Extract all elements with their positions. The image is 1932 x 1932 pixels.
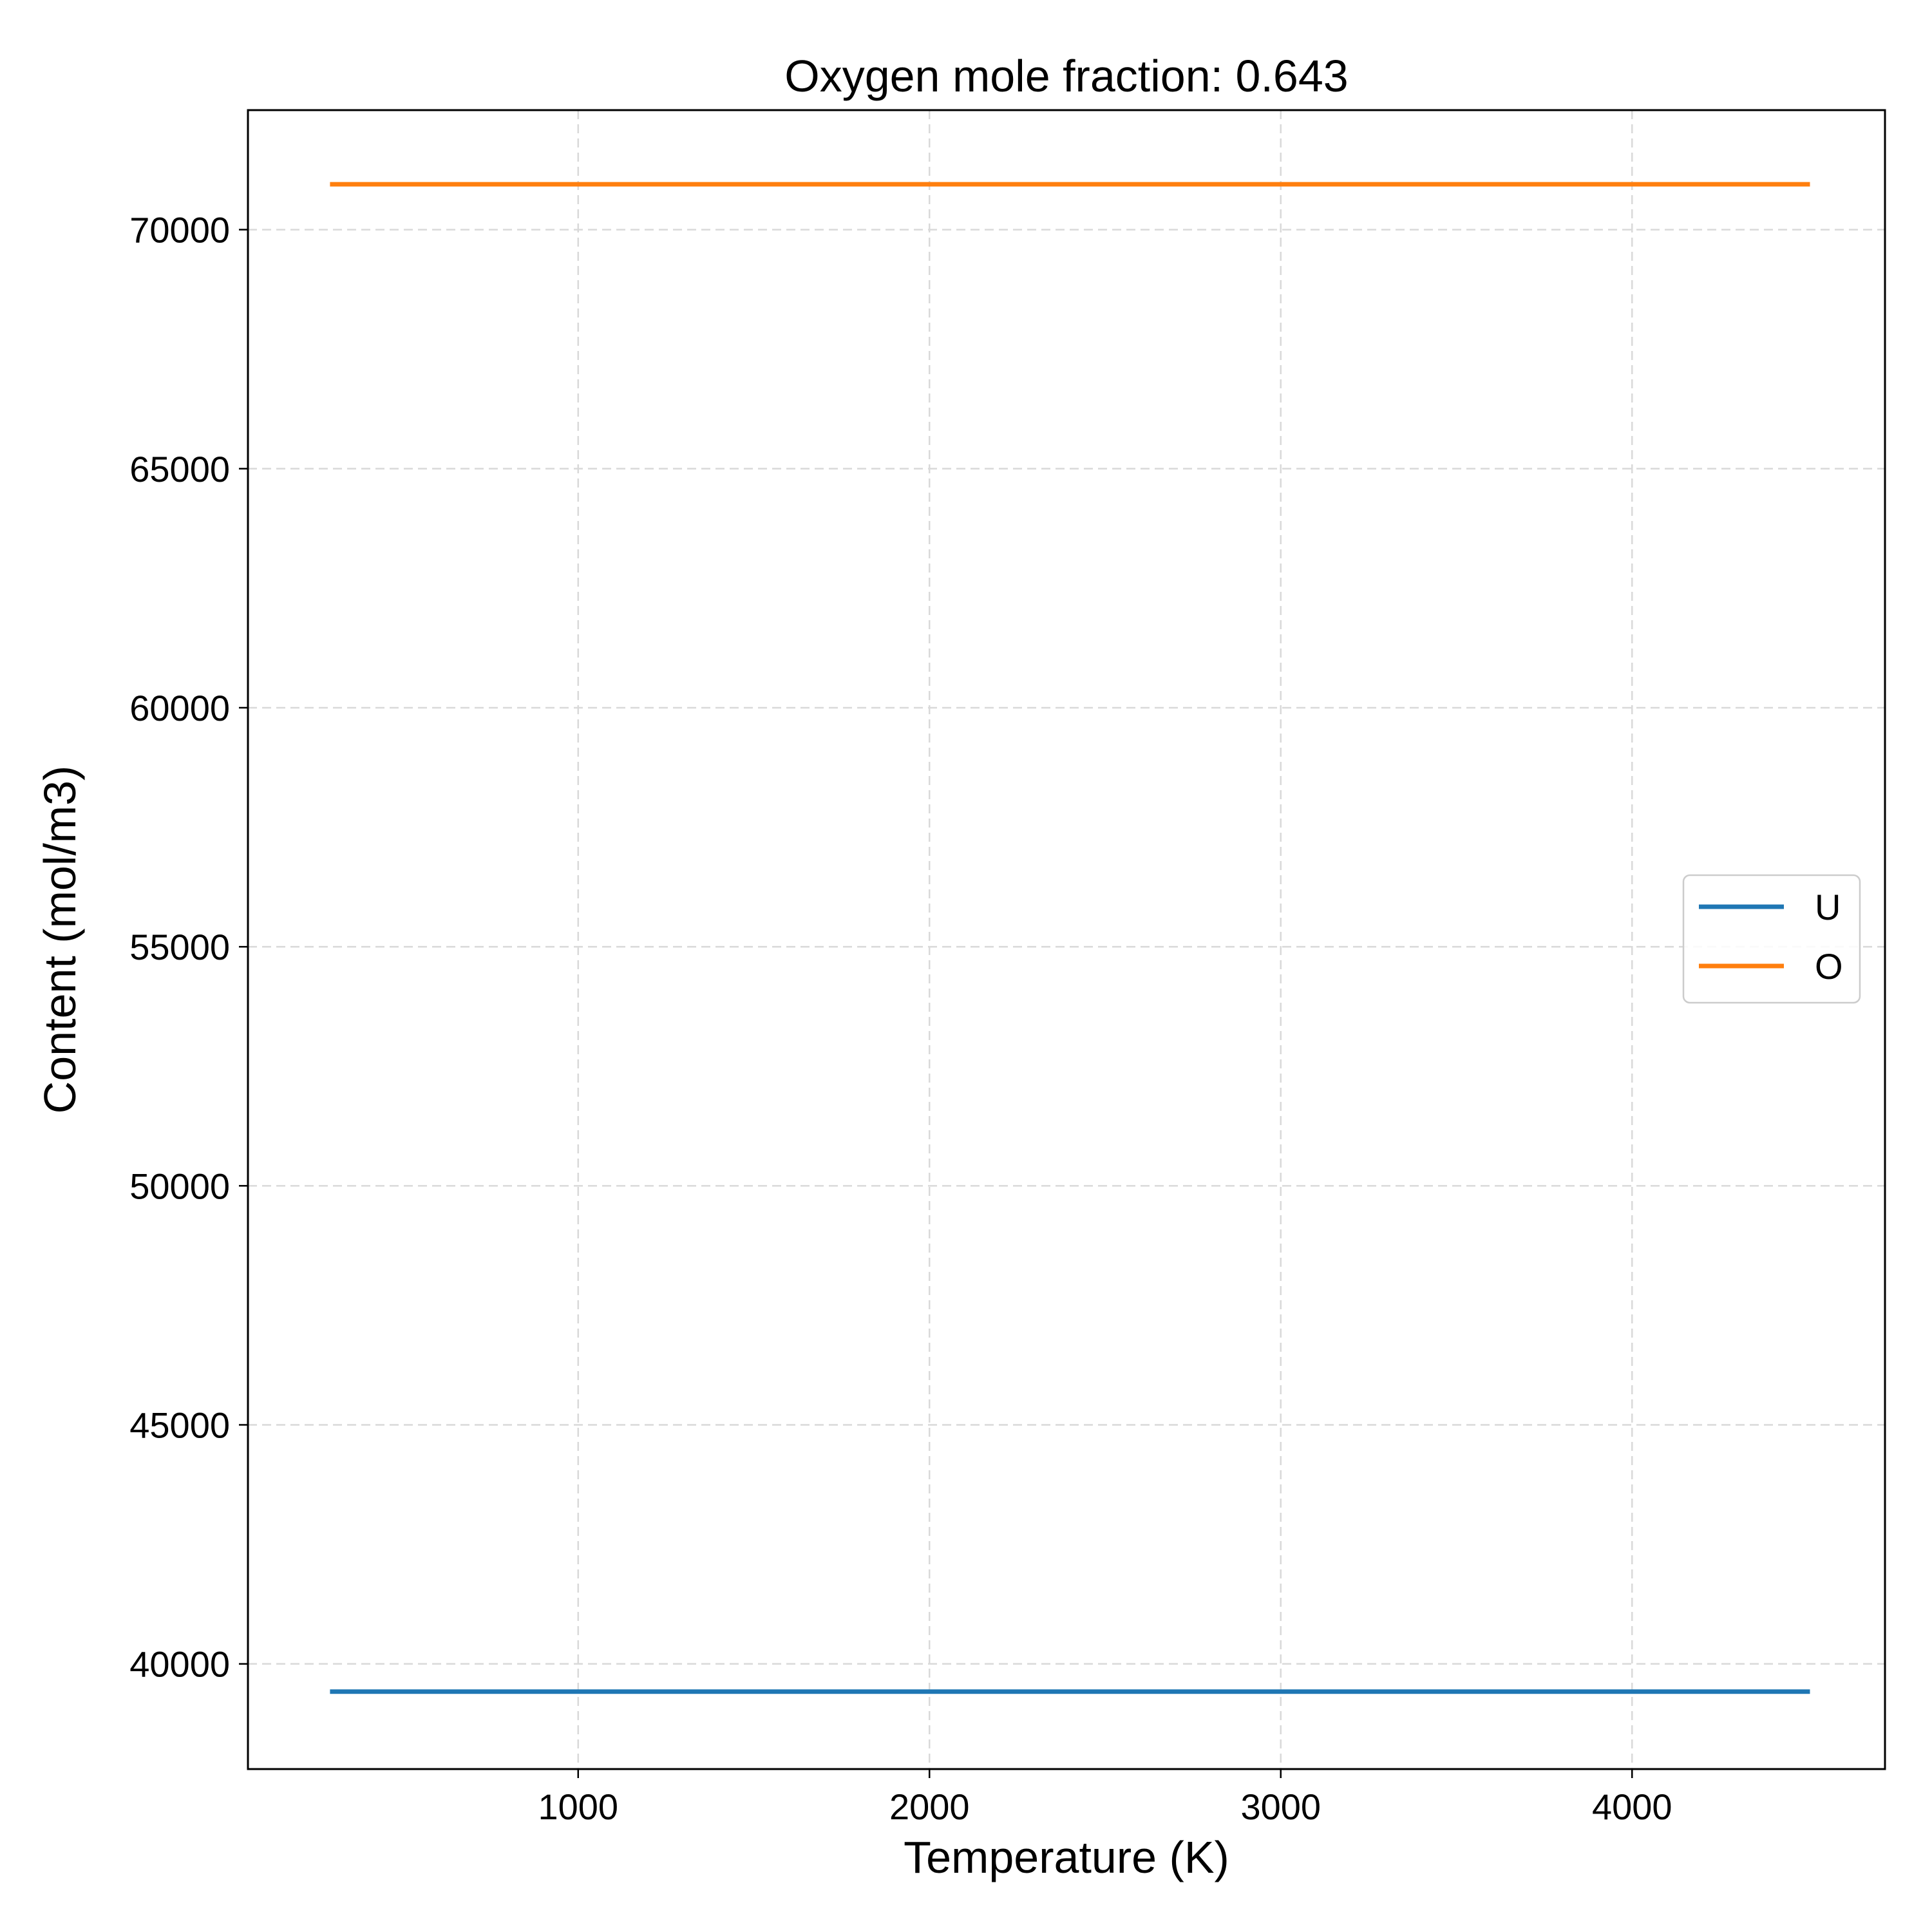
y-tick-label: 70000: [129, 210, 230, 251]
y-axis-label: Content (mol/m3): [35, 766, 85, 1114]
legend-label-o: O: [1815, 946, 1843, 987]
x-tick-label: 3000: [1240, 1786, 1321, 1827]
x-tick-label: 1000: [538, 1786, 618, 1827]
y-tick-label: 60000: [129, 688, 230, 728]
y-tick-label: 50000: [129, 1166, 230, 1206]
plot-frame: [247, 109, 1886, 1770]
x-axis-label: Temperature (K): [904, 1832, 1229, 1882]
y-tick-label: 40000: [129, 1644, 230, 1685]
grid: [248, 110, 1885, 1769]
y-tick-label: 65000: [129, 449, 230, 489]
y-tick-label: 55000: [129, 927, 230, 967]
legend-label-u: U: [1815, 887, 1841, 927]
series-layer: [330, 182, 1810, 1694]
x-tick-label: 2000: [889, 1786, 970, 1827]
chart-title: Oxygen mole fraction: 0.643: [784, 51, 1348, 101]
legend: UO: [1682, 874, 1861, 1004]
ticks: 1000 2000 3000 4000 40000 45000 50000 55000 6000…: [129, 210, 1672, 1827]
x-tick-label: 4000: [1592, 1786, 1672, 1827]
y-tick-label: 45000: [129, 1405, 230, 1445]
